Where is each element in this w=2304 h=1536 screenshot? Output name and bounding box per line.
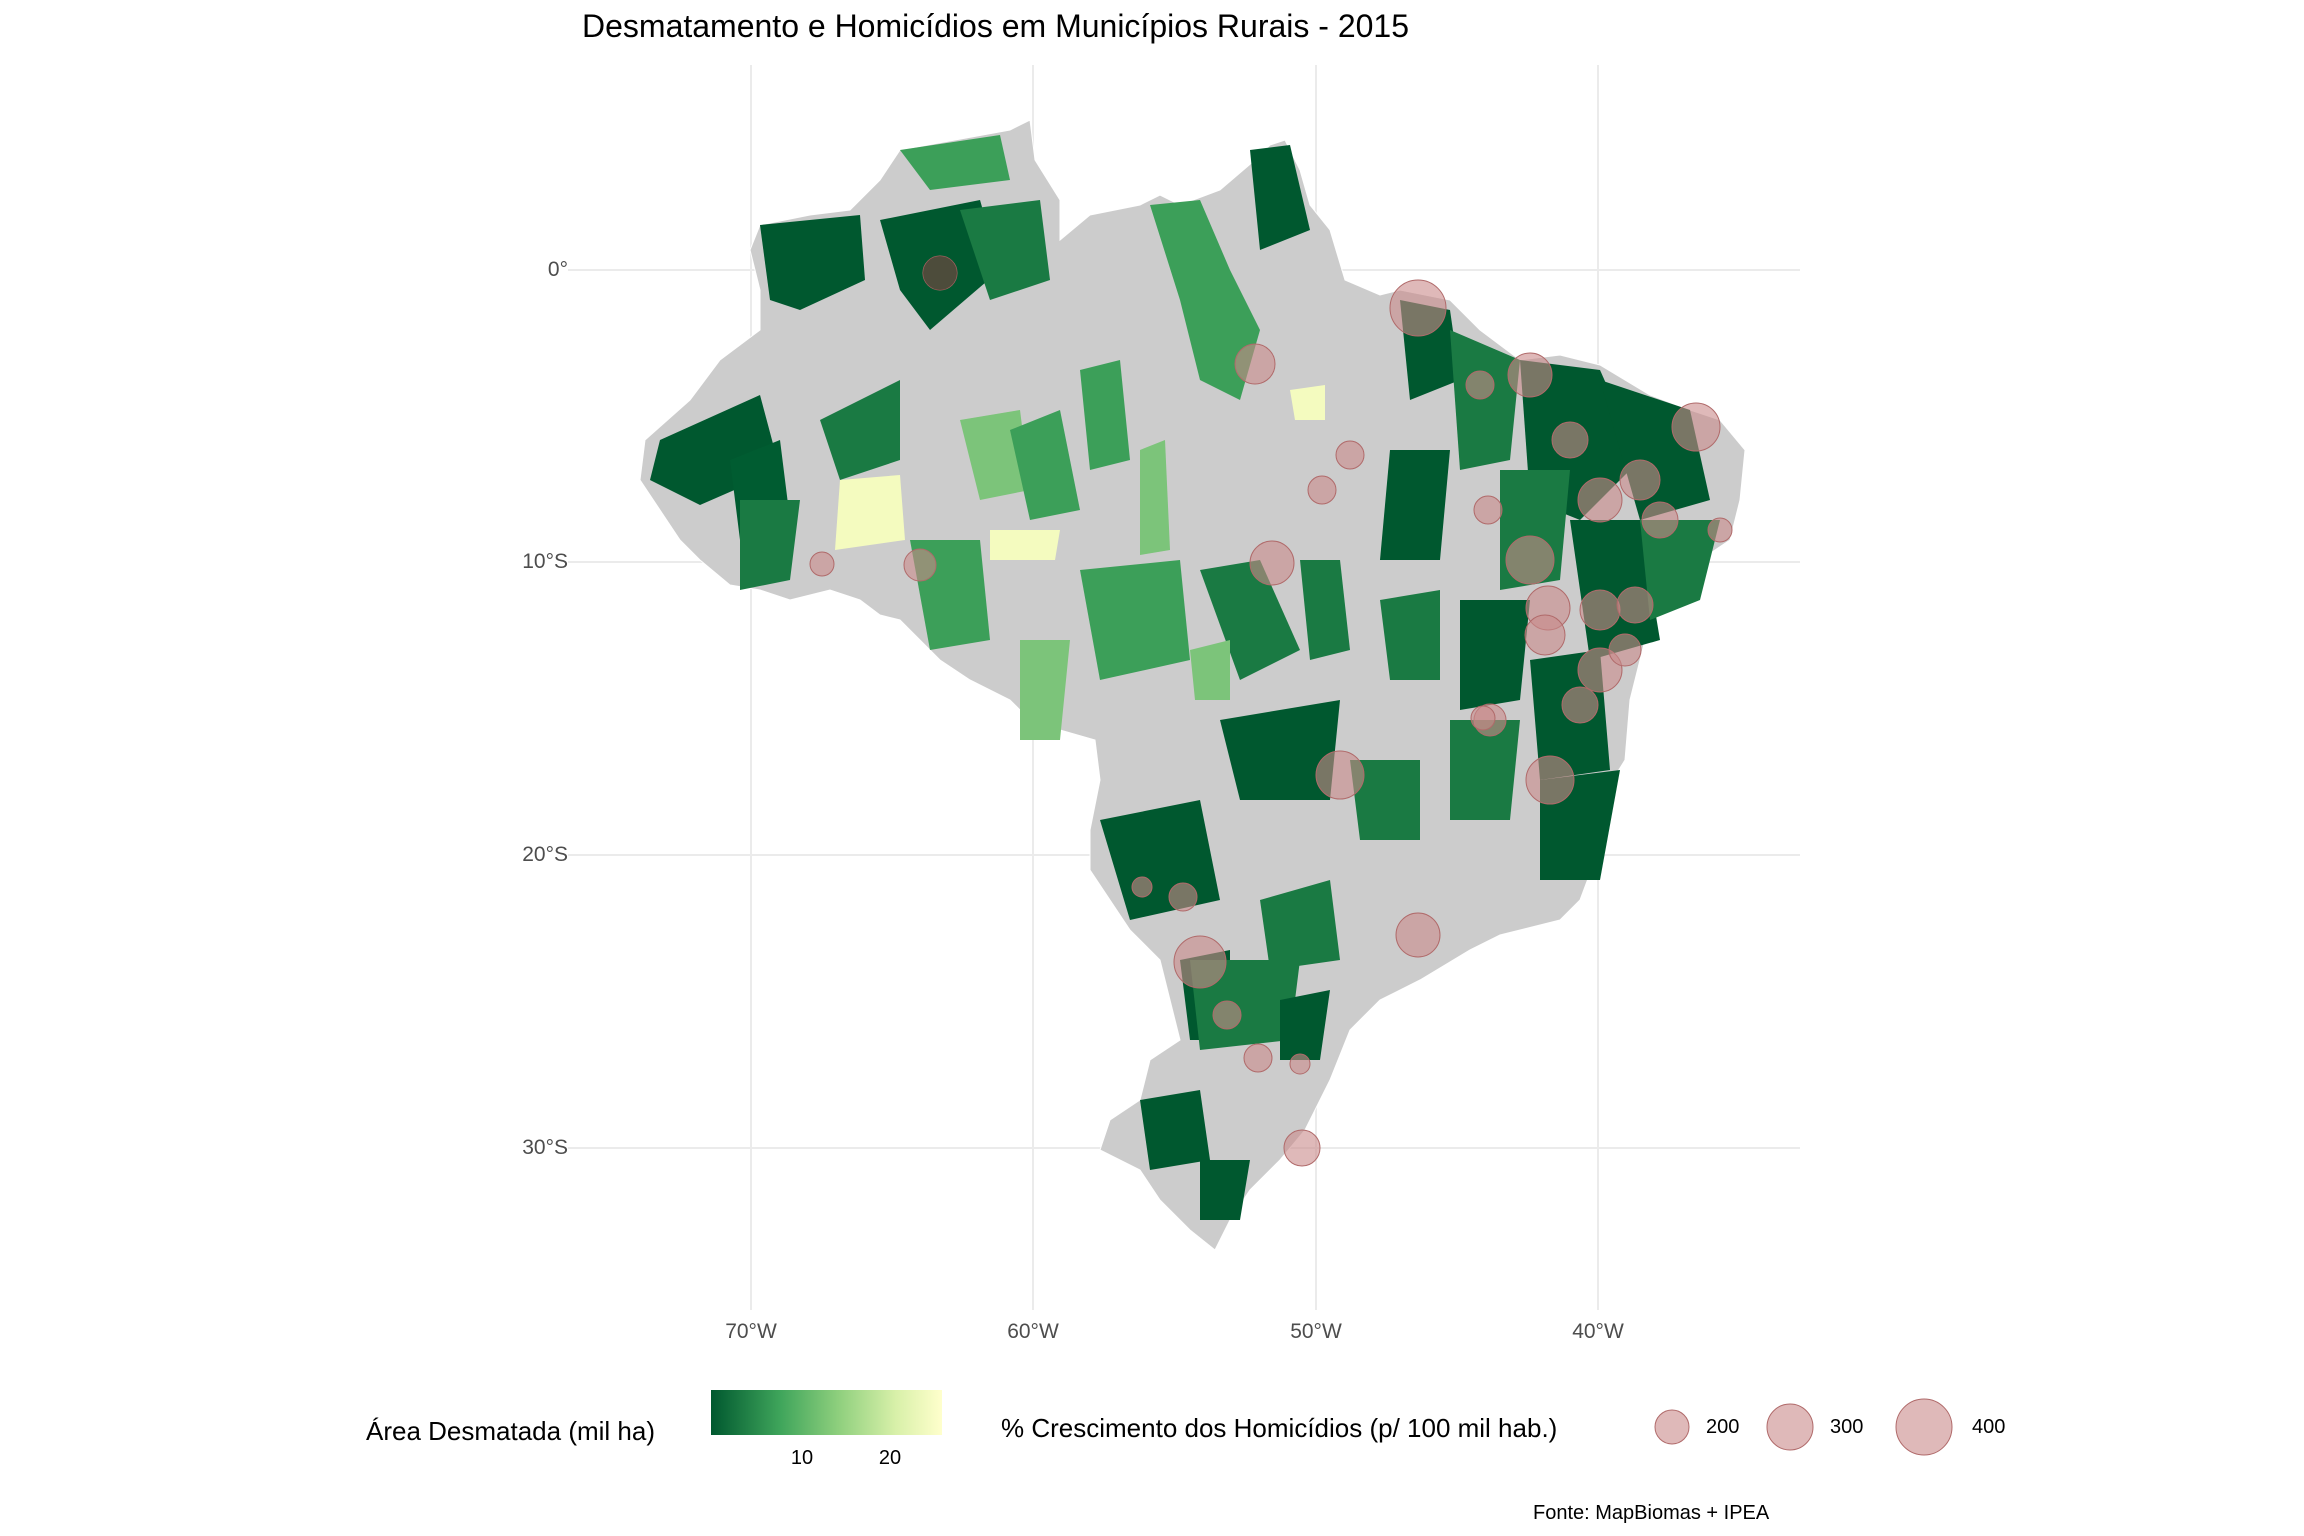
size-key-300 xyxy=(1766,1403,1814,1451)
size-legend-label-200: 200 xyxy=(1706,1416,1740,1438)
fill-legend-colorbar xyxy=(711,1390,942,1435)
size-key-400 xyxy=(1895,1398,1953,1456)
dark-bubble xyxy=(923,256,957,290)
y-tick-0: 0° xyxy=(547,258,568,281)
chart-title: Desmatamento e Homicídios em Municípios … xyxy=(582,8,1409,44)
size-legend-title: % Crescimento dos Homicídios (p/ 100 mil… xyxy=(1001,1413,1558,1443)
x-tick-40w: 40°W xyxy=(1572,1320,1624,1343)
y-tick-10s: 10°S xyxy=(522,550,568,573)
fill-legend-tick-10: 10 xyxy=(790,1447,814,1469)
x-tick-50w: 50°W xyxy=(1290,1320,1342,1343)
fill-legend-title: Área Desmatada (mil ha) xyxy=(366,1416,655,1446)
source-caption: Fonte: MapBiomas + IPEA xyxy=(1533,1502,1770,1524)
x-tick-70w: 70°W xyxy=(725,1320,777,1343)
fill-legend-tick-20: 20 xyxy=(878,1447,902,1469)
size-legend-label-300: 300 xyxy=(1830,1416,1864,1438)
y-tick-20s: 20°S xyxy=(522,843,568,866)
size-legend-label-400: 400 xyxy=(1972,1416,2006,1438)
homicide-bubbles xyxy=(809,255,1733,1167)
size-key-200 xyxy=(1654,1409,1690,1445)
size-legend-circles xyxy=(1654,1398,1953,1456)
x-tick-60w: 60°W xyxy=(1007,1320,1059,1343)
y-tick-30s: 30°S xyxy=(522,1136,568,1159)
